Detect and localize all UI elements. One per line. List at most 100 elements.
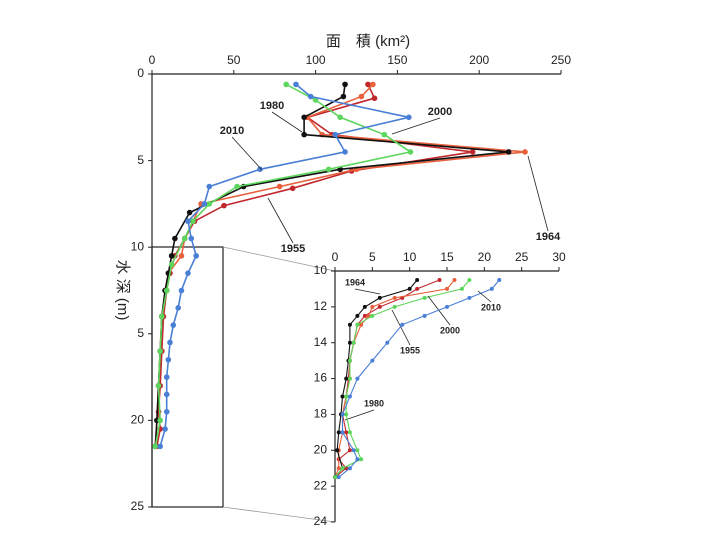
data-point — [342, 81, 348, 88]
data-point — [206, 183, 213, 190]
data-point — [370, 304, 375, 309]
annotation-arrow — [391, 117, 441, 135]
data-point — [351, 340, 356, 345]
y-tick-label: 25 — [131, 499, 145, 513]
data-point — [336, 430, 341, 435]
data-point — [340, 93, 347, 100]
zoom-connector — [222, 246, 336, 272]
data-point — [157, 443, 163, 450]
data-point — [163, 391, 170, 398]
data-point — [163, 287, 170, 294]
annotation-arrow — [231, 136, 263, 171]
data-point — [355, 313, 360, 318]
data-point — [172, 235, 178, 242]
data-point — [359, 457, 364, 462]
zoom-box — [151, 246, 224, 508]
annotation: 2010 — [220, 125, 244, 137]
data-point — [406, 114, 412, 121]
x-tick-label: 0 — [149, 53, 156, 67]
data-point — [347, 376, 352, 381]
data-point — [415, 277, 420, 282]
annotation: 2000 — [428, 106, 452, 118]
data-point — [332, 131, 339, 138]
data-point — [185, 270, 191, 276]
data-point — [185, 218, 191, 225]
data-point — [170, 322, 177, 328]
data-point — [370, 358, 375, 363]
inset-background — [335, 271, 559, 522]
annotation-arrow — [477, 290, 492, 303]
y-tick-label: 5 — [137, 326, 144, 340]
data-point — [467, 277, 472, 282]
data-point — [415, 286, 420, 291]
data-point — [301, 114, 307, 121]
data-point — [355, 448, 360, 453]
data-point — [445, 304, 449, 309]
plot: 0 5 10 15 20 25 30 10 12 14 16 18 20 22 24 1955 1964 1980… — [314, 250, 566, 528]
data-point — [301, 131, 307, 138]
data-point — [392, 295, 397, 300]
x-tick-label: 30 — [552, 250, 566, 264]
annotation: 1964 — [345, 277, 365, 287]
x-tick-label: 10 — [403, 250, 417, 264]
data-point — [381, 131, 388, 138]
data-point — [190, 218, 196, 225]
data-point — [167, 339, 173, 346]
data-point — [276, 183, 283, 190]
y-tick-label: 16 — [314, 371, 328, 385]
data-point — [347, 430, 352, 435]
annotation: 1980 — [260, 100, 284, 112]
data-point — [178, 287, 185, 294]
data-point — [340, 394, 345, 399]
data-point — [344, 394, 349, 399]
data-point — [467, 295, 472, 300]
data-point — [257, 166, 263, 173]
x-tick-label: 150 — [387, 53, 407, 67]
annotation: 2010 — [481, 302, 501, 312]
data-point — [234, 183, 240, 190]
y-tick-label: 20 — [131, 413, 145, 427]
series-line — [338, 279, 500, 478]
data-point — [340, 412, 345, 417]
data-point — [188, 235, 195, 242]
data-point — [193, 253, 199, 259]
data-point — [371, 95, 378, 102]
data-point — [522, 149, 528, 155]
data-point — [162, 426, 168, 432]
data-point — [469, 149, 476, 155]
data-point — [186, 209, 193, 216]
x-tick-label: 50 — [227, 53, 241, 67]
data-point — [340, 466, 345, 471]
annotation-arrow — [527, 155, 549, 232]
data-point — [347, 466, 352, 471]
data-point — [355, 457, 360, 462]
x-tick-label: 0 — [332, 250, 339, 264]
annotation-arrow — [271, 111, 303, 133]
series-line — [334, 279, 470, 478]
x-axis-title: 面 積 (km²) — [326, 33, 410, 50]
annotation-arrow — [344, 409, 375, 421]
data-point — [365, 81, 371, 88]
data-point — [377, 304, 382, 309]
data-point — [347, 322, 352, 327]
data-point — [344, 376, 349, 381]
data-point — [347, 448, 352, 453]
x-tick-label: 15 — [440, 250, 454, 264]
data-point — [159, 313, 165, 320]
data-point — [340, 430, 345, 435]
x-tick-label: 200 — [469, 53, 489, 67]
x-tick-label: 20 — [478, 250, 492, 264]
data-point — [157, 348, 163, 354]
data-point — [347, 358, 352, 363]
annotation: 1964 — [536, 231, 561, 243]
data-point — [293, 81, 299, 88]
data-point — [344, 412, 349, 417]
y-tick-label: 5 — [137, 153, 144, 167]
data-point — [355, 322, 360, 327]
x-tick-label: 25 — [515, 250, 529, 264]
y-tick-label: 14 — [314, 335, 328, 349]
data-point — [445, 286, 449, 291]
data-point — [307, 93, 314, 100]
